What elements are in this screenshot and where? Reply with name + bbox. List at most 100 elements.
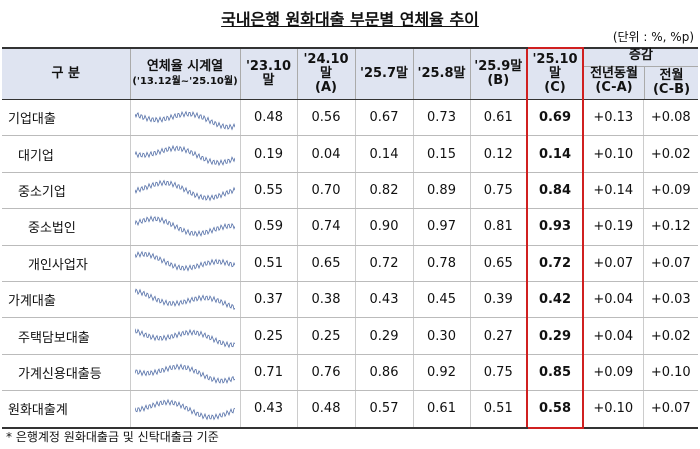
header-cell: '25.7말 [354,47,413,100]
cell: 0.90 [354,208,413,246]
cell: 0.27 [469,317,527,355]
cell: 0.39 [469,280,527,319]
cell: +0.12 [642,208,698,246]
sparkline [135,250,235,272]
header: '23.10말 [245,59,292,88]
header: 구 분 [51,66,80,81]
header: (C-B) [652,82,691,97]
sparkline [135,144,235,167]
cell: 0.48 [239,98,297,137]
sparkline-cell [129,135,240,173]
cell: 0.73 [412,98,470,137]
cell: 0.37 [239,280,297,319]
header: 전월 [659,68,684,83]
cell: +0.07 [582,245,643,282]
cell: 0.48 [296,390,355,429]
row-label: 가계신용대출등 [2,354,130,392]
row-label: 가계대출 [2,280,130,319]
cell: 0.25 [296,317,355,355]
row-label: 중소기업 [2,172,130,210]
cell: 0.74 [296,208,355,246]
sparkline-cell [129,280,240,319]
header: (C-A) [595,80,633,95]
sparkline-cell [129,390,240,429]
cell: 0.38 [296,280,355,319]
header-cell: '23.10말 [239,47,297,100]
cell: +0.04 [582,280,643,319]
cell: 0.97 [412,208,470,246]
sparkline [135,287,235,310]
subheader: 전월 (C-B) [645,69,698,97]
header-cell: 연체율 시계열 ('13.12월~'25.10월) [129,47,240,100]
cell: +0.09 [642,172,698,210]
subheader: 전년동월 (C-A) [584,67,645,99]
sparkline-line [135,328,235,349]
header: '25.7말 [359,66,408,81]
cell: 0.85 [526,354,584,392]
header: 전년동월 [590,66,638,81]
cell: 0.51 [239,245,297,282]
sparkline [135,398,235,421]
header: ('13.12월~'25.10월) [132,75,238,87]
sparkline-cell [129,245,240,282]
table-body: 기업대출 0.48 0.56 0.67 0.73 0.61 0.69 +0.13 +0.08 대기… [2,98,698,429]
header: 연체율 시계열 [146,58,224,74]
cell: 0.15 [412,135,470,173]
sparkline-line [135,144,235,167]
cell: +0.19 [582,208,643,246]
header: '24.10말 [303,52,349,81]
sparkline [135,363,235,385]
header: (B) [487,73,510,88]
header: (C) [544,80,566,95]
cell: 0.67 [354,98,413,137]
cell: 0.82 [354,172,413,210]
table-row: 원화대출계 0.43 0.48 0.57 0.61 0.51 0.58 +0.10 +0.07 [2,390,698,429]
cell: 0.14 [526,135,584,173]
cell: +0.02 [642,317,698,355]
sparkline-cell [129,172,240,210]
cell: 0.61 [469,98,527,137]
header-cell: '24.10말 (A) [296,47,355,100]
cell: +0.14 [582,172,643,210]
cell: 0.75 [469,172,527,210]
cell: +0.08 [642,98,698,137]
cell: 0.72 [526,245,584,282]
row-label: 대기업 [2,135,130,173]
table-row: 개인사업자 0.51 0.65 0.72 0.78 0.65 0.72 +0.07 +0.07 [2,245,698,282]
cell: 0.56 [296,98,355,137]
cell: 0.55 [239,172,297,210]
cell: 0.58 [526,390,584,429]
sparkline [135,180,235,202]
sparkline-line [135,215,235,238]
cell: 0.69 [526,98,584,137]
cell: 0.65 [469,245,527,282]
cell: 0.30 [412,317,470,355]
header-cell: '25.8말 [412,47,470,100]
cell: 0.81 [469,208,527,246]
table-row: 대기업 0.19 0.04 0.14 0.15 0.12 0.14 +0.10 +0.02 [2,135,698,173]
table: 구 분 연체율 시계열 ('13.12월~'25.10월) '23.10말 '24… [2,47,698,429]
cell: 0.12 [469,135,527,173]
cell: 0.45 [412,280,470,319]
cell: +0.04 [582,317,643,355]
cell: +0.10 [582,390,643,429]
sparkline-cell [129,317,240,355]
cell: 0.61 [412,390,470,429]
cell: 0.65 [296,245,355,282]
cell: 0.04 [296,135,355,173]
table-row: 중소법인 0.59 0.74 0.90 0.97 0.81 0.93 +0.19 +0.12 [2,208,698,246]
header-cell: '25.9말 (B) [469,47,527,100]
table-row: 주택담보대출 0.25 0.25 0.29 0.30 0.27 0.29 +0.04 +0.02 [2,317,698,355]
footnote: * 은행계정 원화대출금 및 신탁대출금 기준 [6,430,219,444]
sparkline-line [135,287,235,310]
cell: +0.02 [642,135,698,173]
header-cell: 증감 전년동월 (C-A) 전월 (C-B) [582,47,698,100]
cell: 0.43 [354,280,413,319]
cell: 0.78 [412,245,470,282]
header-cell: 구 분 [2,47,130,100]
row-label: 주택담보대출 [2,317,130,355]
sparkline-cell [129,98,240,137]
row-label: 기업대출 [2,98,130,137]
cell: +0.09 [582,354,643,392]
cell: 0.29 [526,317,584,355]
